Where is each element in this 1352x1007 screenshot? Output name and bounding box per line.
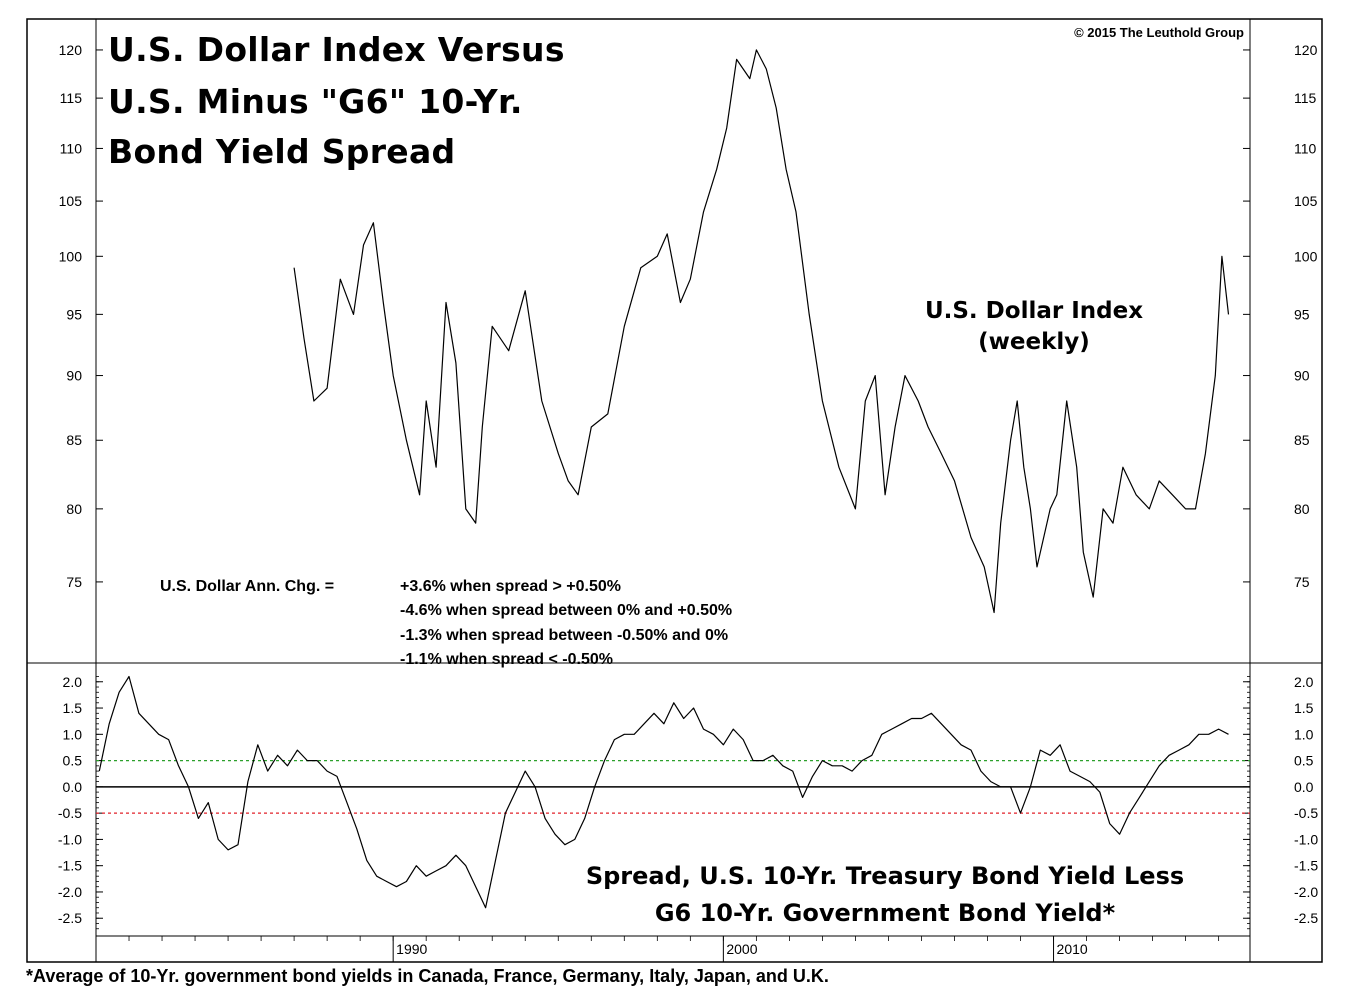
dollar-y-left-tick-label: 95 — [66, 306, 82, 322]
x-tick-label: 1990 — [396, 941, 427, 957]
axis-ticks: 75 75 80 80 85 85 90 90 95 95 100 100 105 105 110 110 11… — [58, 42, 1318, 962]
annotation-line-3: -1.3% when spread between -0.50% and 0% — [400, 627, 729, 644]
dollar-y-left-tick-label: 80 — [66, 501, 82, 517]
spread-y-left-tick-label: -2.5 — [58, 910, 82, 926]
dollar-y-right-tick-label: 120 — [1294, 42, 1318, 58]
dollar-y-right-tick-label: 110 — [1294, 140, 1317, 156]
footnote: *Average of 10-Yr. government bond yield… — [26, 966, 829, 986]
spread-y-right-tick-label: -2.5 — [1294, 910, 1318, 926]
spread-y-right-tick-label: -0.5 — [1294, 805, 1318, 821]
chart-frame — [26, 18, 1323, 963]
spread-y-right-tick-label: -2.0 — [1294, 884, 1318, 900]
dollar-y-left-tick-label: 100 — [59, 248, 83, 264]
copyright-notice: © 2015 The Leuthold Group — [1074, 25, 1244, 40]
dollar-y-right-tick-label: 95 — [1294, 306, 1310, 322]
dollar-y-left-tick-label: 90 — [66, 368, 82, 384]
dollar-index-label-line-1: U.S. Dollar Index — [924, 298, 1144, 324]
spread-y-left-tick-label: -0.5 — [58, 805, 82, 821]
annotation-label: U.S. Dollar Ann. Chg. = — [160, 578, 335, 595]
dollar-y-left-tick-label: 110 — [60, 140, 83, 156]
spread-y-right-tick-label: -1.0 — [1294, 831, 1318, 847]
spread-label-line-1: Spread, U.S. 10-Yr. Treasury Bond Yield … — [585, 862, 1185, 890]
spread-y-right-tick-label: 2.0 — [1294, 674, 1314, 690]
dollar-y-left-tick-label: 115 — [60, 90, 83, 106]
spread-y-right-tick-label: 0.5 — [1294, 753, 1314, 769]
spread-label: Spread, U.S. 10-Yr. Treasury Bond Yield … — [560, 858, 1210, 932]
dollar-index-label: U.S. Dollar Index (weekly) — [904, 296, 1164, 358]
x-tick-label: 2010 — [1057, 941, 1088, 957]
spread-y-left-tick-label: 0.5 — [63, 753, 83, 769]
dollar-y-right-tick-label: 75 — [1294, 574, 1310, 590]
series-lines — [98, 49, 1230, 909]
spread-y-left-tick-label: 1.5 — [63, 700, 83, 716]
annotation-line-1: +3.6% when spread > +0.50% — [400, 578, 622, 595]
dollar-y-right-tick-label: 100 — [1294, 248, 1318, 264]
spread-y-right-tick-label: -1.5 — [1294, 858, 1318, 874]
dollar-y-right-tick-label: 80 — [1294, 501, 1310, 517]
dollar-y-left-tick-label: 85 — [66, 432, 82, 448]
spread-y-left-tick-label: 1.0 — [63, 726, 83, 742]
annotation-line-2: -4.6% when spread between 0% and +0.50% — [400, 602, 733, 619]
dollar-y-left-tick-label: 75 — [66, 574, 82, 590]
spread-series — [98, 675, 1229, 909]
spread-y-right-tick-label: 1.5 — [1294, 700, 1314, 716]
spread-y-left-tick-label: -1.0 — [58, 831, 82, 847]
dollar-y-left-tick-label: 105 — [59, 193, 83, 209]
spread-y-left-tick-label: -1.5 — [58, 858, 82, 874]
chart-title-line-1: U.S. Dollar Index Versus — [108, 30, 565, 69]
spread-y-left-tick-label: -2.0 — [58, 884, 82, 900]
reference-lines — [96, 759, 1250, 814]
chart-title-line-2: U.S. Minus "G6" 10-Yr. — [108, 82, 523, 121]
dollar-y-right-tick-label: 115 — [1294, 90, 1317, 106]
x-tick-label: 2000 — [726, 941, 757, 957]
chart-title-line-3: Bond Yield Spread — [108, 132, 456, 171]
spread-y-left-tick-label: 0.0 — [63, 779, 83, 795]
spread-label-line-2: G6 10-Yr. Government Bond Yield* — [654, 899, 1116, 927]
dollar-y-right-tick-label: 105 — [1294, 193, 1318, 209]
dollar-y-right-tick-label: 85 — [1294, 432, 1310, 448]
dollar-index-label-line-2: (weekly) — [978, 329, 1090, 355]
dollar-y-left-tick-label: 120 — [59, 42, 83, 58]
spread-y-right-tick-label: 0.0 — [1294, 779, 1314, 795]
annotation-line-4: -1.1% when spread < -0.50% — [400, 651, 613, 668]
dollar-y-right-tick-label: 90 — [1294, 368, 1310, 384]
spread-y-right-tick-label: 1.0 — [1294, 726, 1314, 742]
spread-y-left-tick-label: 2.0 — [63, 674, 83, 690]
dollar-index-series — [293, 49, 1230, 614]
